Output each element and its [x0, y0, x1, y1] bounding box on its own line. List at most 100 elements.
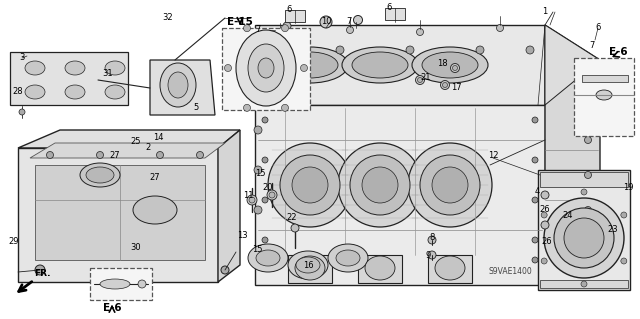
Circle shape [282, 25, 289, 32]
Bar [540, 172, 628, 187]
Text: S9VAE1400: S9VAE1400 [488, 268, 532, 277]
Circle shape [97, 152, 104, 159]
Text: 6: 6 [286, 5, 292, 14]
Circle shape [282, 104, 289, 111]
Circle shape [581, 281, 587, 287]
Polygon shape [18, 148, 218, 282]
Text: 20: 20 [263, 183, 273, 192]
Ellipse shape [362, 167, 398, 203]
Bar [574, 58, 634, 136]
Text: 27: 27 [109, 152, 120, 160]
Ellipse shape [420, 155, 480, 215]
Polygon shape [538, 170, 630, 290]
Text: 10: 10 [321, 18, 332, 26]
Text: 2: 2 [145, 144, 150, 152]
Text: 31: 31 [102, 70, 113, 78]
Ellipse shape [336, 250, 360, 266]
Ellipse shape [408, 143, 492, 227]
Circle shape [406, 46, 414, 54]
Circle shape [283, 22, 291, 30]
Text: 7: 7 [589, 41, 595, 49]
Circle shape [417, 28, 424, 35]
Ellipse shape [80, 163, 120, 187]
Circle shape [541, 258, 547, 264]
Circle shape [584, 107, 591, 114]
Polygon shape [218, 130, 240, 282]
Polygon shape [545, 25, 600, 285]
Polygon shape [255, 25, 545, 105]
Polygon shape [18, 130, 240, 148]
Ellipse shape [65, 85, 85, 99]
Text: 13: 13 [237, 232, 247, 241]
Circle shape [19, 109, 25, 115]
Circle shape [415, 76, 424, 85]
Ellipse shape [554, 208, 614, 268]
Text: E-15: E-15 [227, 17, 253, 27]
Circle shape [291, 224, 299, 232]
Bar [385, 8, 405, 20]
Circle shape [269, 192, 275, 198]
Circle shape [428, 236, 436, 244]
Text: 1: 1 [542, 8, 548, 17]
Bar [90, 268, 152, 300]
Text: 5: 5 [193, 103, 198, 113]
Circle shape [497, 25, 504, 32]
Bar [540, 280, 628, 288]
Circle shape [157, 152, 163, 159]
Circle shape [243, 25, 250, 32]
Ellipse shape [296, 257, 320, 273]
Circle shape [266, 46, 274, 54]
Circle shape [442, 83, 447, 87]
Circle shape [267, 190, 277, 200]
Text: 32: 32 [163, 13, 173, 23]
Circle shape [532, 117, 538, 123]
Ellipse shape [65, 61, 85, 75]
Bar [222, 28, 310, 110]
Circle shape [526, 46, 534, 54]
Text: 25: 25 [131, 137, 141, 146]
Ellipse shape [258, 58, 274, 78]
Bar [288, 255, 332, 283]
Bar [285, 10, 305, 22]
Text: 9: 9 [426, 251, 431, 261]
Circle shape [621, 258, 627, 264]
Polygon shape [150, 60, 215, 115]
Ellipse shape [248, 44, 284, 92]
Ellipse shape [272, 47, 348, 83]
Circle shape [262, 257, 268, 263]
Circle shape [138, 280, 146, 288]
Circle shape [247, 195, 257, 205]
Circle shape [417, 78, 422, 83]
Polygon shape [30, 143, 225, 158]
Text: 14: 14 [153, 133, 163, 143]
Text: 7: 7 [346, 18, 352, 26]
Ellipse shape [328, 244, 368, 272]
Circle shape [254, 126, 262, 134]
Circle shape [262, 117, 268, 123]
Text: 12: 12 [488, 152, 499, 160]
Ellipse shape [236, 30, 296, 106]
Circle shape [451, 63, 460, 72]
Ellipse shape [168, 72, 188, 98]
Text: 4: 4 [534, 188, 540, 197]
Circle shape [584, 172, 591, 179]
Ellipse shape [292, 167, 328, 203]
Ellipse shape [25, 85, 45, 99]
Circle shape [276, 32, 284, 39]
Ellipse shape [544, 198, 624, 278]
Circle shape [584, 81, 591, 88]
Text: E-6: E-6 [609, 47, 627, 57]
Text: 11: 11 [243, 190, 253, 199]
Polygon shape [545, 25, 600, 105]
Polygon shape [10, 52, 128, 105]
Text: E-6: E-6 [102, 303, 122, 313]
Circle shape [225, 64, 232, 71]
Text: 27: 27 [150, 174, 160, 182]
Circle shape [321, 17, 331, 27]
Circle shape [621, 212, 627, 218]
Text: 7: 7 [255, 26, 260, 34]
Circle shape [353, 16, 362, 25]
Ellipse shape [338, 143, 422, 227]
Circle shape [243, 104, 250, 111]
Ellipse shape [352, 52, 408, 78]
